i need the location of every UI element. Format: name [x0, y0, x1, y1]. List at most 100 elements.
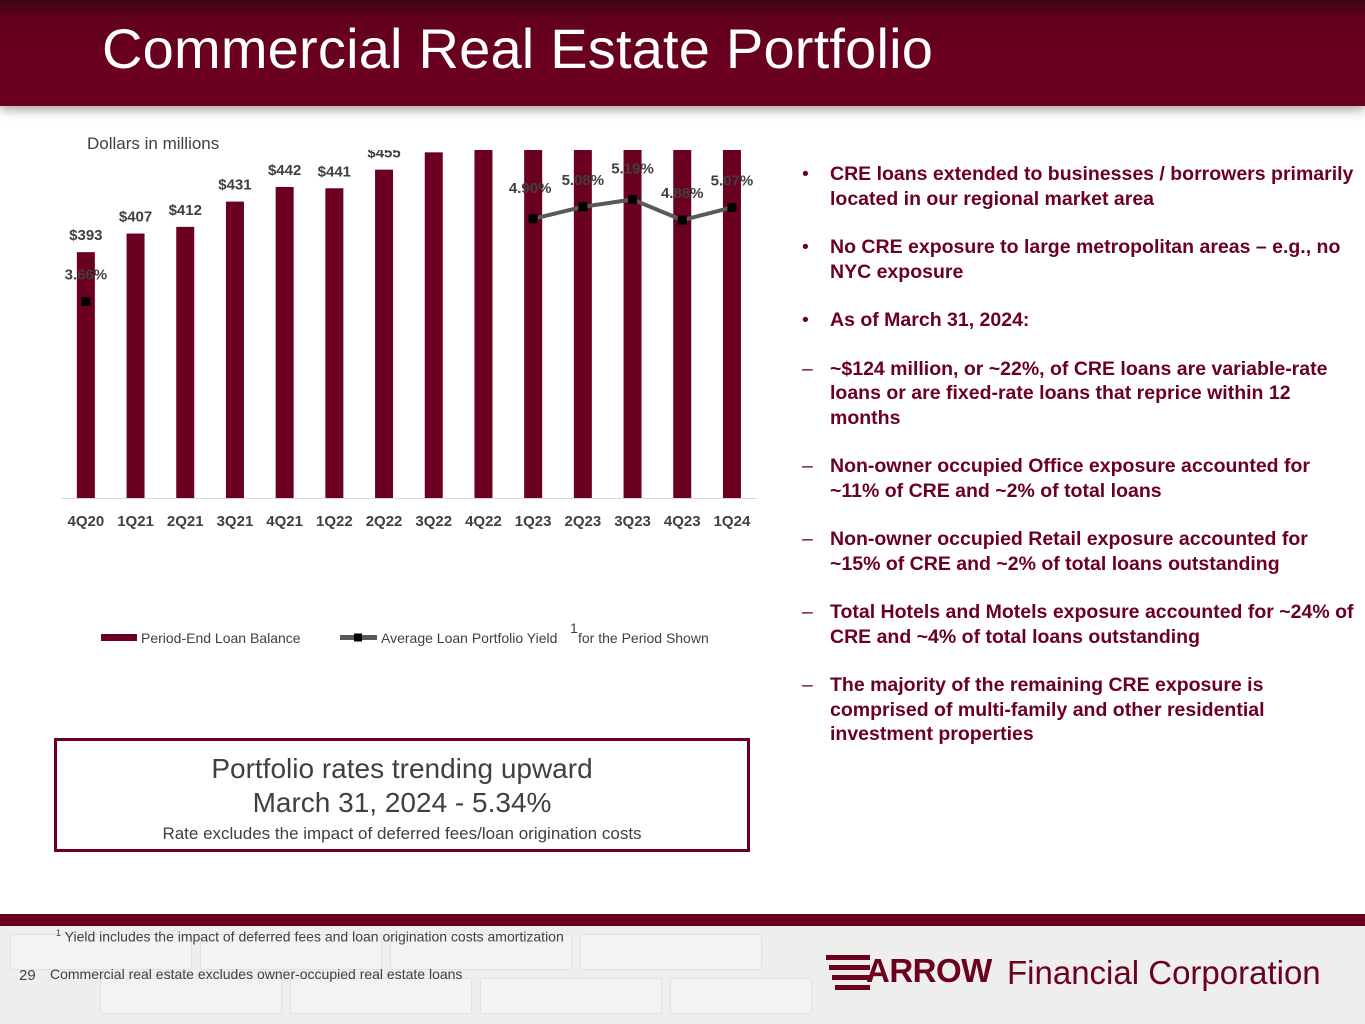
brick-texture: [670, 978, 812, 1014]
bar-value-label: $431: [218, 177, 251, 194]
yield-value-label: 4.90%: [509, 180, 552, 197]
bullet-marker: •: [802, 163, 809, 185]
legend-label-line: Average Loan Portfolio Yield: [381, 630, 557, 646]
bar-period-end-loan-balance: [176, 226, 195, 498]
yield-marker: [628, 194, 638, 204]
footnote-cre: Commercial real estate excludes owner-oc…: [50, 966, 463, 982]
bar-period-end-loan-balance: [126, 233, 145, 498]
units-note: Dollars in millions: [87, 134, 220, 153]
bar-period-end-loan-balance: [474, 150, 493, 499]
bullet-text: Non-owner occupied Retail exposure accou…: [830, 528, 1308, 575]
bullet-text: The majority of the remaining CRE exposu…: [830, 674, 1265, 745]
bullet-marker: –: [802, 455, 813, 477]
bullet-item: – Total Hotels and Motels exposure accoun…: [800, 600, 1355, 649]
brick-texture: [480, 978, 662, 1014]
bullet-marker: –: [802, 528, 813, 550]
cre-chart: $393 4Q20 $407 1Q21 $412 2Q21 $431 3Q21 $442 4Q21…: [61, 150, 757, 646]
callout-headline: Portfolio rates trending upward: [211, 753, 593, 784]
bar-value-label: $393: [69, 227, 102, 244]
legend-swatch-bar: [101, 634, 137, 641]
arrow-logo-icon: [826, 955, 870, 990]
footnote-yield-text: Yield includes the impact of deferred fe…: [64, 928, 564, 945]
bullet-item: • As of March 31, 2024:: [800, 308, 1355, 333]
bullet-text: Non-owner occupied Office exposure accou…: [830, 455, 1310, 502]
x-tick-label: 1Q24: [714, 513, 751, 530]
yield-marker: [677, 215, 687, 225]
page-title: Commercial Real Estate Portfolio: [102, 17, 934, 80]
brick-texture: [10, 934, 192, 970]
yield-value-label: 4.88%: [661, 185, 704, 202]
x-tick-label: 1Q23: [515, 513, 552, 530]
x-tick-label: 4Q22: [465, 513, 502, 530]
bullet-text: Total Hotels and Motels exposure account…: [830, 601, 1354, 648]
x-tick-label: 1Q22: [316, 513, 353, 530]
bar-period-end-loan-balance: [722, 150, 741, 499]
bullet-text: As of March 31, 2024:: [830, 309, 1030, 331]
bullet-list: • CRE loans extended to businesses / borr…: [800, 162, 1355, 771]
bullet-marker: –: [802, 601, 813, 623]
x-tick-label: 2Q23: [564, 513, 601, 530]
yield-marker: [81, 296, 91, 306]
x-tick-label: 4Q20: [67, 513, 104, 530]
bullet-item: – Non-owner occupied Retail exposure acco…: [800, 527, 1355, 576]
title-bar: Commercial Real Estate Portfolio: [0, 0, 1365, 106]
legend-label-line-suffix: for the Period Shown: [578, 630, 709, 646]
x-tick-label: 2Q21: [167, 513, 204, 530]
x-tick-label: 4Q21: [266, 513, 303, 530]
bar-value-label: $442: [268, 162, 301, 179]
yield-value-label: 3.66%: [65, 266, 108, 283]
bullet-item: • CRE loans extended to businesses / borr…: [800, 162, 1355, 211]
brick-texture: [200, 934, 382, 970]
bullet-item: • No CRE exposure to large metropolitan a…: [800, 235, 1355, 284]
brick-texture: [390, 934, 572, 970]
footer-background: [0, 926, 1365, 1024]
bar-value-label: $455: [367, 150, 400, 162]
x-tick-label: 4Q23: [664, 513, 701, 530]
bar-period-end-loan-balance: [325, 188, 344, 498]
bullet-marker: –: [802, 674, 813, 696]
yield-marker: [528, 214, 538, 224]
brick-texture: [100, 978, 282, 1014]
yield-value-label: 5.19%: [611, 160, 654, 177]
brick-texture: [290, 978, 472, 1014]
yield-marker: [727, 202, 737, 212]
bullet-marker: •: [802, 236, 809, 258]
legend-swatch-marker: [354, 633, 362, 642]
callout-rate: March 31, 2024 - 5.34%: [252, 787, 552, 818]
yield-marker: [578, 202, 588, 212]
bullet-text: CRE loans extended to businesses / borro…: [830, 163, 1354, 210]
bar-value-label: $441: [318, 163, 351, 180]
logo-wordmark: ARROW: [866, 952, 992, 989]
bar-period-end-loan-balance: [375, 169, 394, 498]
bullet-item: – Non-owner occupied Office exposure acco…: [800, 454, 1355, 503]
footnote-marker: 1: [56, 928, 62, 938]
rate-callout-box: Portfolio rates trending upward March 31…: [54, 738, 750, 852]
bar-period-end-loan-balance: [275, 186, 294, 498]
x-tick-label: 2Q22: [366, 513, 403, 530]
yield-value-label: 5.07%: [711, 172, 754, 189]
bullet-item: – ~$124 million, or ~22%, of CRE loans ar…: [800, 357, 1355, 431]
bullet-text: No CRE exposure to large metropolitan ar…: [830, 236, 1341, 283]
bar-period-end-loan-balance: [623, 150, 642, 498]
bar-period-end-loan-balance: [76, 252, 95, 498]
bullet-text: ~$124 million, or ~22%, of CRE loans are…: [830, 357, 1328, 429]
footer-band: [0, 914, 1365, 926]
bar-value-label: $412: [169, 202, 202, 219]
footnote-yield: 1 Yield includes the impact of deferred …: [56, 928, 564, 945]
x-tick-label: 1Q21: [117, 513, 154, 530]
x-tick-label: 3Q21: [217, 513, 254, 530]
bar-value-label: $407: [119, 209, 152, 226]
bar-period-end-loan-balance: [673, 150, 692, 498]
page-number: 29: [19, 967, 36, 984]
brick-texture: [580, 934, 762, 970]
bar-period-end-loan-balance: [573, 150, 592, 498]
legend-superscript: 1: [570, 620, 578, 636]
yield-value-label: 5.08%: [562, 172, 605, 189]
callout-note: Rate excludes the impact of deferred fee…: [162, 824, 642, 843]
x-tick-label: 3Q22: [415, 513, 452, 530]
bar-period-end-loan-balance: [225, 201, 244, 498]
legend-label-bar: Period-End Loan Balance: [141, 630, 301, 646]
bar-period-end-loan-balance: [524, 150, 543, 498]
logo-company-name: Financial Corporation: [1007, 954, 1321, 991]
bar-period-end-loan-balance: [424, 152, 443, 498]
